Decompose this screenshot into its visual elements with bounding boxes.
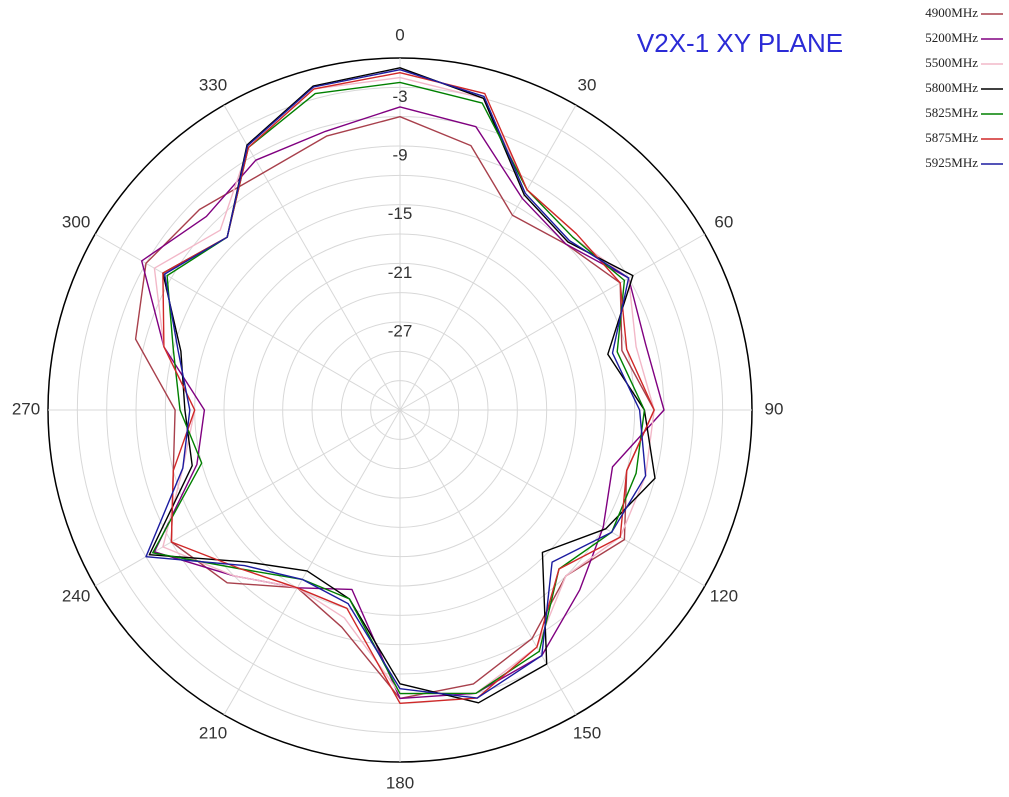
angle-label: 0 xyxy=(395,25,404,44)
angle-label: 90 xyxy=(765,399,784,418)
grid-spoke xyxy=(399,104,577,411)
series-line xyxy=(153,76,655,695)
legend-label: 5200MHz xyxy=(925,30,978,45)
angle-label: 330 xyxy=(199,76,227,95)
angle-label: 30 xyxy=(578,76,597,95)
angle-label: 180 xyxy=(386,773,414,792)
legend-label: 5500MHz xyxy=(925,55,978,70)
angle-label: 210 xyxy=(199,723,227,742)
angle-label: 60 xyxy=(714,212,733,231)
radial-tick-label: -15 xyxy=(388,204,413,223)
legend-label: 5800MHz xyxy=(925,80,978,95)
angle-label: 300 xyxy=(62,212,90,231)
grid-spoke xyxy=(399,233,706,411)
chart-title: V2X-1 XY PLANE xyxy=(637,28,843,58)
angle-label: 120 xyxy=(710,586,738,605)
radial-tick-label: -27 xyxy=(388,321,413,340)
legend-label: 5875MHz xyxy=(925,130,978,145)
legend-label: 5825MHz xyxy=(925,105,978,120)
radial-tick-label: -21 xyxy=(388,263,413,282)
radial-tick-label: -9 xyxy=(392,145,407,164)
grid-spoke xyxy=(399,409,577,716)
grid-spoke xyxy=(223,409,401,716)
series-line xyxy=(162,72,655,704)
radial-tick-label: -3 xyxy=(392,87,407,106)
series-line xyxy=(145,69,647,699)
angle-label: 240 xyxy=(62,586,90,605)
series-line xyxy=(152,81,646,695)
legend-label: 4900MHz xyxy=(925,5,978,20)
grid-spoke xyxy=(223,104,401,411)
grid-spoke xyxy=(94,409,401,587)
legend-label: 5925MHz xyxy=(925,155,978,170)
series-line xyxy=(141,106,665,700)
angle-label: 270 xyxy=(12,399,40,418)
grid-spoke xyxy=(94,233,401,411)
angle-label: 150 xyxy=(573,723,601,742)
grid-spoke xyxy=(399,409,706,587)
